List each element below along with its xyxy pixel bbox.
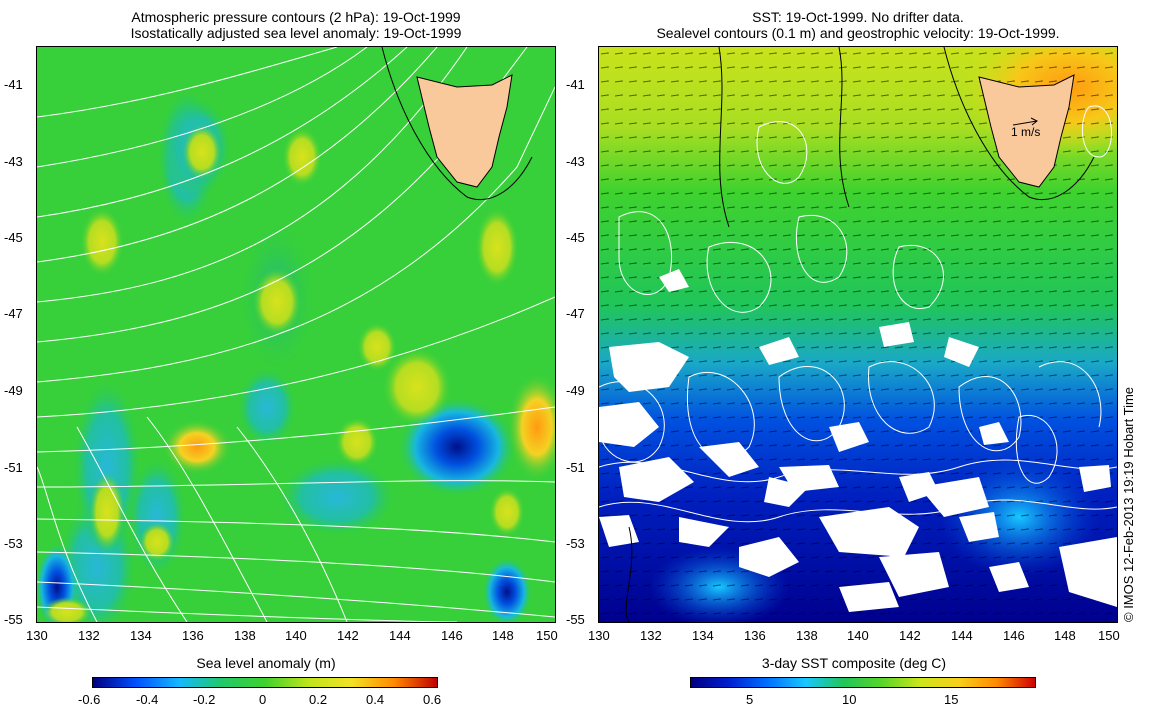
left-x-tick: 132: [78, 628, 100, 643]
tasmania-landmass: [416, 74, 513, 188]
right-panel-title: SST: 19-Oct-1999. No drifter data. Seale…: [598, 9, 1118, 41]
left-x-tick: 146: [441, 628, 463, 643]
copyright-notice: © IMOS 12-Feb-2013 19:19 Hobart Time: [1121, 386, 1136, 622]
right-x-tick: 140: [847, 628, 869, 643]
right-cbar-tick: 10: [842, 692, 857, 707]
right-y-tick: -49: [566, 383, 585, 398]
left-y-tick: -51: [4, 460, 23, 475]
left-y-tick: -43: [4, 154, 23, 169]
left-x-tick: 138: [234, 628, 256, 643]
right-x-tick: 138: [796, 628, 818, 643]
sea-level-anomaly-map: [36, 46, 556, 623]
left-cbar-tick: 0.2: [309, 692, 328, 707]
left-panel-title: Atmospheric pressure contours (2 hPa): 1…: [36, 9, 556, 41]
right-cbar-tick: 5: [746, 692, 754, 707]
left-title-line2: Isostatically adjusted sea level anomaly…: [130, 25, 462, 41]
left-y-tick: -49: [4, 383, 23, 398]
left-x-tick: 150: [536, 628, 558, 643]
left-x-tick: 134: [130, 628, 152, 643]
right-colorbar-label: 3-day SST composite (deg C): [761, 655, 947, 671]
right-x-tick: 144: [951, 628, 973, 643]
sst-colorbar: [690, 677, 1036, 688]
left-y-tick: -47: [4, 306, 23, 321]
left-cbar-tick: 0.4: [366, 692, 385, 707]
right-y-tick: -51: [566, 460, 585, 475]
left-y-tick: -41: [4, 77, 23, 92]
sea-level-colorbar: [92, 677, 438, 688]
left-y-tick: -55: [4, 612, 23, 627]
right-y-tick: -53: [566, 536, 585, 551]
left-y-tick: -53: [4, 536, 23, 551]
tasmania-landmass: [978, 74, 1075, 188]
left-title-line1: Atmospheric pressure contours (2 hPa): 1…: [131, 9, 461, 25]
right-y-tick: -45: [566, 230, 585, 245]
left-x-tick: 140: [285, 628, 307, 643]
right-y-tick: -41: [566, 77, 585, 92]
left-x-tick: 142: [337, 628, 359, 643]
right-x-tick: 136: [744, 628, 766, 643]
right-y-tick: -43: [566, 154, 585, 169]
left-cbar-tick: -0.6: [78, 692, 101, 707]
left-x-tick: 130: [26, 628, 48, 643]
right-cbar-tick: 15: [944, 692, 959, 707]
left-x-tick: 148: [492, 628, 514, 643]
right-x-tick: 148: [1054, 628, 1076, 643]
right-x-tick: 130: [588, 628, 610, 643]
left-cbar-tick: 0: [259, 692, 267, 707]
left-cbar-tick: -0.4: [136, 692, 159, 707]
sst-map: 1 m/s: [598, 46, 1118, 623]
right-x-tick: 150: [1098, 628, 1120, 643]
right-x-tick: 134: [692, 628, 714, 643]
velocity-scale-label: 1 m/s: [1011, 125, 1041, 139]
left-cbar-tick: -0.2: [193, 692, 216, 707]
right-x-tick: 132: [640, 628, 662, 643]
right-x-tick: 146: [1003, 628, 1025, 643]
right-y-tick: -47: [566, 306, 585, 321]
left-x-tick: 136: [182, 628, 204, 643]
velocity-scale-arrow: [1012, 117, 1038, 126]
right-y-tick: -55: [566, 612, 585, 627]
right-title-line2: Sealevel contours (0.1 m) and geostrophi…: [656, 25, 1060, 41]
right-title-line1: SST: 19-Oct-1999. No drifter data.: [752, 9, 964, 25]
left-cbar-tick: 0.6: [423, 692, 442, 707]
left-x-tick: 144: [389, 628, 411, 643]
left-y-tick: -45: [4, 230, 23, 245]
left-colorbar-label: Sea level anomaly (m): [196, 655, 336, 671]
right-x-tick: 142: [899, 628, 921, 643]
